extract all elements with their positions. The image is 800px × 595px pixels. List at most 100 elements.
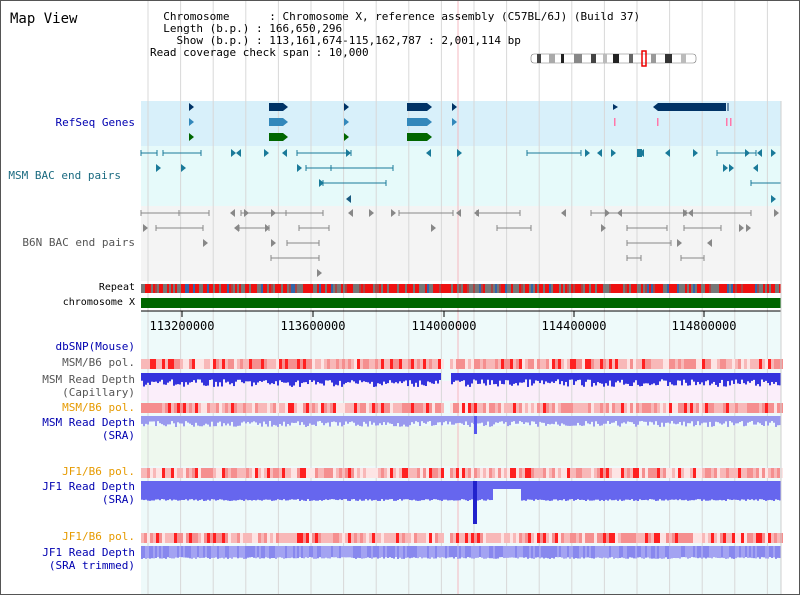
read-depth-bar — [535, 416, 537, 424]
read-depth-bar — [445, 481, 447, 500]
polymorphism-segment — [504, 359, 507, 369]
polymorphism-segment — [363, 533, 366, 543]
read-depth-bar — [773, 481, 775, 501]
track-label-msm-bac[interactable]: MSM BAC end pairs — [8, 169, 121, 182]
read-depth-bar — [197, 416, 199, 426]
read-depth-bar — [451, 373, 453, 385]
read-depth-bar — [459, 546, 461, 559]
read-depth-bar — [659, 416, 661, 427]
track-label-msm-depth-capillary[interactable]: MSM Read Depth — [42, 373, 135, 386]
polymorphism-segment — [420, 468, 423, 478]
track-label-jf1-depth-sra[interactable]: JF1 Read Depth — [42, 480, 135, 493]
read-depth-bar — [493, 373, 495, 385]
read-depth-bar — [193, 546, 195, 558]
read-depth-bar — [225, 416, 227, 426]
read-depth-bar — [407, 546, 409, 558]
read-depth-bar — [189, 416, 191, 424]
read-depth-bar — [189, 481, 191, 500]
polymorphism-segment — [501, 359, 504, 369]
repeat-segment — [237, 284, 239, 293]
read-depth-bar — [163, 546, 165, 559]
polymorphism-tracks[interactable] — [141, 359, 783, 543]
read-depth-bar — [171, 546, 173, 559]
polymorphism-segment — [573, 403, 576, 413]
track-label-jf1-b6-pol-trimmed[interactable]: JF1/B6 pol. — [62, 530, 135, 543]
read-depth-bar — [345, 373, 347, 383]
repeat-segment — [169, 284, 171, 293]
repeat-segment — [205, 284, 207, 293]
read-depth-bar — [427, 481, 429, 500]
polymorphism-segment — [534, 403, 537, 413]
track-label-msm-b6-pol[interactable]: MSM/B6 pol. — [62, 356, 135, 369]
polymorphism-segment — [690, 359, 693, 369]
read-depth-bar — [491, 416, 493, 427]
axis-tick-label: 113200000 — [149, 319, 214, 333]
track-label-msm-b6-pol-sra[interactable]: MSM/B6 pol. — [62, 401, 135, 414]
read-depth-bar — [329, 416, 331, 427]
polymorphism-segment — [612, 403, 615, 413]
repeat-segment — [249, 284, 251, 293]
polymorphism-segment — [561, 468, 564, 478]
read-depth-bar — [559, 373, 561, 385]
polymorphism-segment — [318, 403, 321, 413]
read-depth-bar — [449, 481, 451, 501]
polymorphism-segment — [618, 533, 621, 543]
polymorphism-segment — [216, 359, 219, 369]
gene-feature — [269, 133, 283, 141]
track-label-refseq[interactable]: RefSeq Genes — [55, 116, 135, 129]
polymorphism-segment — [684, 533, 687, 543]
polymorphism-segment — [288, 468, 291, 478]
repeat-track[interactable] — [141, 284, 781, 293]
read-depth-tracks[interactable] — [141, 373, 781, 559]
polymorphism-segment — [588, 359, 591, 369]
polymorphism-segment — [378, 468, 381, 478]
read-depth-bar — [339, 546, 341, 559]
repeat-segment — [307, 284, 309, 293]
refseq-genes-track[interactable] — [189, 103, 732, 141]
read-depth-bar — [277, 416, 279, 427]
read-depth-bar — [285, 373, 287, 383]
read-depth-bar — [713, 546, 715, 558]
read-depth-bar — [677, 481, 679, 501]
repeat-segment — [345, 284, 347, 293]
polymorphism-segment — [423, 533, 426, 543]
chromosome-ideogram[interactable] — [530, 50, 697, 67]
track-label-jf1-b6-pol[interactable]: JF1/B6 pol. — [62, 465, 135, 478]
read-depth-bar — [147, 481, 149, 501]
read-depth-bar — [697, 373, 699, 382]
read-depth-bar — [287, 416, 289, 425]
track-label-msm-depth-sra[interactable]: MSM Read Depth — [42, 416, 135, 429]
polymorphism-segment — [384, 359, 387, 369]
read-depth-bar — [273, 416, 275, 425]
read-depth-bar — [387, 373, 389, 384]
polymorphism-segment — [402, 533, 405, 543]
repeat-segment — [207, 284, 209, 293]
polymorphism-segment — [234, 403, 237, 413]
repeat-segment — [725, 284, 727, 293]
track-label-jf1-depth-trimmed[interactable]: JF1 Read Depth — [42, 546, 135, 559]
repeat-segment — [541, 284, 543, 293]
read-depth-bar — [427, 373, 429, 382]
polymorphism-segment — [675, 403, 678, 413]
b6n-bac-track[interactable] — [140, 209, 779, 277]
track-label-b6n-bac[interactable]: B6N BAC end pairs — [22, 236, 135, 249]
msm-bac-track[interactable] — [140, 149, 782, 203]
track-label-dbsnp[interactable]: dbSNP(Mouse) — [55, 340, 135, 353]
polymorphism-segment — [192, 403, 195, 413]
read-depth-bar — [747, 481, 749, 500]
polymorphism-segment — [471, 533, 474, 543]
polymorphism-segment — [285, 359, 288, 369]
polymorphism-segment — [216, 468, 219, 478]
repeat-segment — [623, 284, 625, 293]
read-depth-bar — [295, 481, 297, 500]
read-depth-bar — [247, 373, 249, 382]
read-depth-bar — [565, 481, 567, 501]
read-depth-bar — [319, 481, 321, 500]
read-depth-bar — [717, 546, 719, 559]
read-depth-bar — [509, 373, 511, 385]
read-depth-bar — [509, 416, 511, 426]
gene-strand-arrow — [283, 103, 288, 111]
read-depth-bar — [285, 416, 287, 427]
repeat-segment — [407, 284, 409, 293]
